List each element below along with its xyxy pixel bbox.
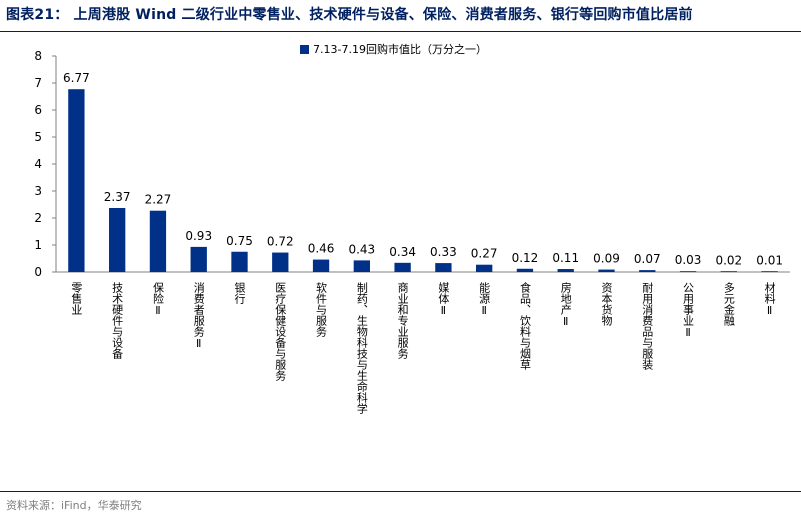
category-label: 媒体Ⅱ — [437, 282, 450, 317]
data-label: 0.09 — [593, 252, 620, 266]
bar — [516, 268, 534, 272]
data-label: 0.02 — [715, 253, 742, 267]
data-label: 0.12 — [512, 251, 539, 265]
bar — [231, 251, 248, 272]
bar — [272, 252, 289, 272]
category-label: 房地产Ⅱ — [559, 282, 572, 328]
bar — [68, 89, 85, 273]
data-label: 0.01 — [756, 254, 783, 268]
bar — [557, 269, 574, 272]
title-rule — [0, 31, 801, 32]
legend-swatch — [300, 45, 309, 54]
bar — [394, 262, 411, 272]
data-label: 0.03 — [675, 253, 702, 267]
y-tick-label: 5 — [34, 130, 42, 144]
data-label: 0.93 — [185, 229, 212, 243]
y-tick-label: 2 — [34, 211, 42, 225]
y-tick-label: 3 — [34, 184, 42, 198]
category-label: 多元金融 — [722, 281, 735, 327]
bar — [435, 263, 452, 272]
data-label: 0.07 — [634, 252, 661, 266]
data-label: 2.37 — [104, 190, 131, 204]
y-tick-label: 8 — [34, 49, 42, 63]
bar — [149, 210, 167, 272]
category-label: 消费者服务Ⅱ — [192, 281, 205, 350]
category-label: 材料Ⅱ — [763, 281, 776, 317]
data-label: 0.75 — [226, 234, 253, 248]
footer-rule — [0, 491, 801, 492]
bar — [720, 271, 737, 272]
y-tick-label: 0 — [34, 265, 42, 279]
y-tick-label: 7 — [34, 76, 42, 90]
category-label: 耐用消费品与服装 — [641, 282, 654, 371]
category-label: 零售业 — [70, 282, 83, 315]
bar — [761, 271, 778, 272]
figure-title: 图表21： 上周港股 Wind 二级行业中零售业、技术硬件与设备、保险、消费者服… — [6, 7, 693, 23]
bar-chart: 0 1 2 3 4 5 6 7 8 6.77 零售业 2.37 技术硬件与设备 2.27 保险Ⅱ 0.93 消费… — [34, 42, 790, 414]
category-label: 保险Ⅱ — [151, 281, 164, 317]
data-label: 0.72 — [267, 235, 294, 249]
data-label: 0.43 — [348, 242, 375, 256]
data-label: 0.27 — [471, 247, 498, 261]
data-label: 0.11 — [552, 251, 579, 265]
legend-label: 7.13-7.19回购市值比（万分之一） — [313, 42, 487, 56]
category-label: 食品、饮料与烟草 — [518, 281, 531, 370]
category-label: 医疗保健设备与服务 — [274, 282, 287, 381]
data-label: 0.46 — [308, 242, 335, 256]
category-label: 商业和专业服务 — [396, 281, 409, 359]
category-label: 软件与服务 — [315, 281, 328, 337]
source-note: 资料来源：iFind，华泰研究 — [6, 499, 142, 512]
y-tick-label: 6 — [34, 103, 42, 117]
category-label: 技术硬件与设备 — [111, 282, 124, 360]
bar — [190, 246, 207, 272]
category-label: 公用事业Ⅱ — [682, 282, 695, 339]
bar — [353, 260, 370, 272]
bar — [679, 271, 697, 272]
data-label: 0.33 — [430, 245, 457, 259]
category-label: 制药、生物科技与生命科学 — [355, 282, 368, 414]
y-tick-label: 1 — [34, 238, 42, 252]
bar — [639, 270, 656, 272]
bar — [109, 208, 126, 272]
y-tick-label: 4 — [34, 157, 42, 171]
data-label: 0.34 — [389, 245, 416, 259]
bar — [312, 259, 330, 272]
data-label: 6.77 — [63, 71, 90, 85]
category-label: 银行 — [233, 281, 246, 305]
category-label: 资本货物 — [600, 282, 613, 326]
data-label: 2.27 — [145, 193, 172, 207]
category-label: 能源Ⅱ — [478, 281, 491, 317]
bar — [598, 269, 615, 272]
bar — [476, 264, 493, 272]
